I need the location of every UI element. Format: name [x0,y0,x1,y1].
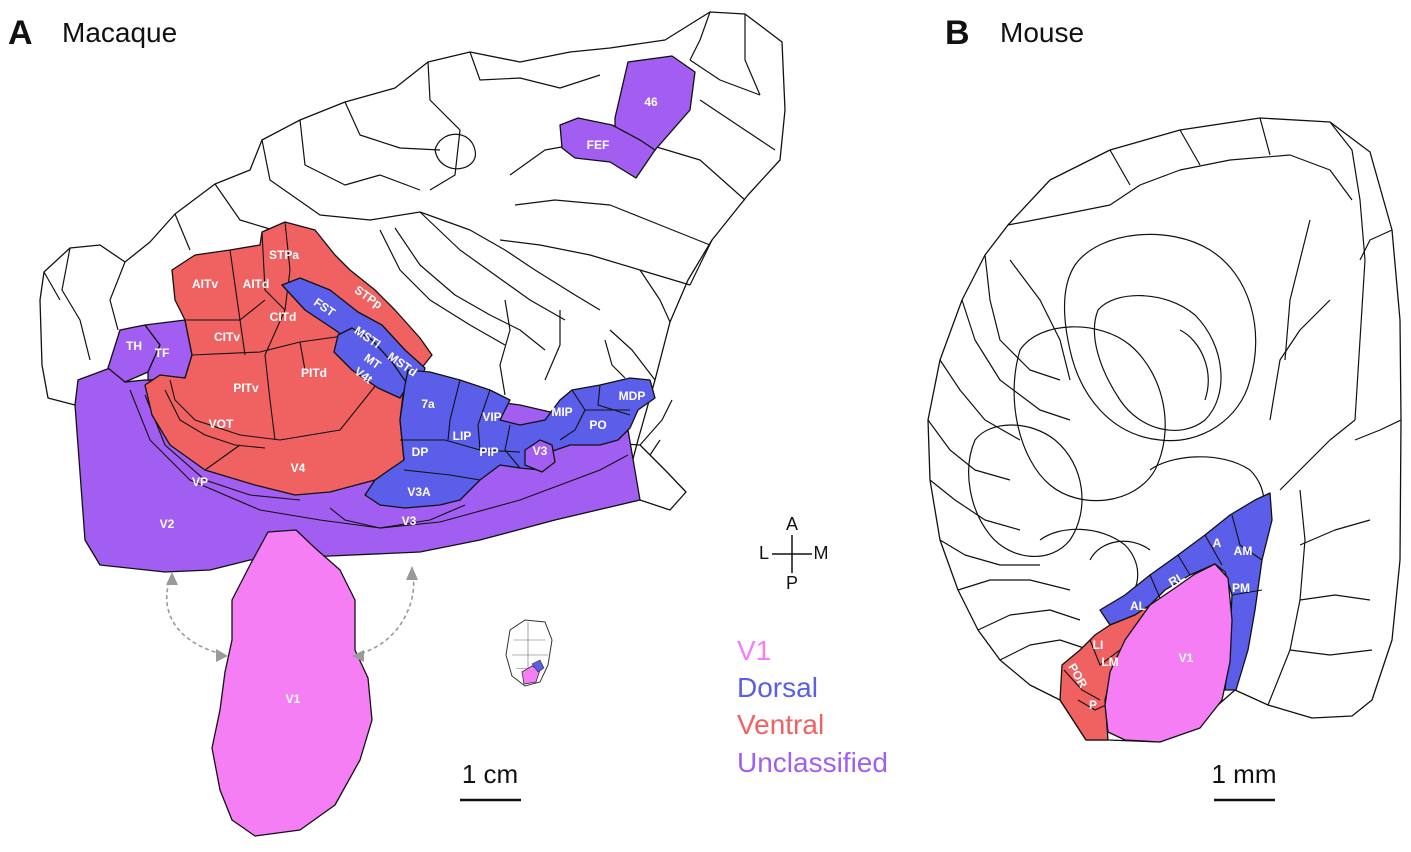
label-7a: 7a [421,397,435,411]
area-v3-upper [524,439,556,473]
label-v3-upper: V3 [533,444,548,458]
arrowhead-left-top [166,572,178,585]
panel-a-title: Macaque [62,17,177,48]
label-v4: V4 [291,461,306,475]
label-vip: VIP [482,410,501,424]
legend-unclassified: Unclassified [737,747,888,778]
orientation-compass: A P L M [759,514,829,593]
mouse-dorsal-band [1099,492,1273,691]
arrowhead-right-top [406,566,418,580]
label-pitd: PITd [301,366,327,380]
label-pip: PIP [479,445,498,459]
label-lip: LIP [453,429,472,443]
compass-anterior: A [786,514,798,534]
label-al: AL [1130,599,1146,613]
label-a: A [1213,536,1222,550]
label-citv: CITv [214,330,240,344]
label-rl: RL [1166,569,1187,589]
compass-posterior: P [786,573,798,593]
label-po: PO [589,418,606,432]
label-li: LI [1093,638,1104,652]
label-p: P [1089,698,1097,712]
label-tf: TF [155,346,170,360]
label-fef: FEF [587,138,610,152]
label-v1-macaque: V1 [286,692,301,706]
mouse-dorsal-borders [1149,514,1263,599]
label-dp: DP [412,445,429,459]
label-vot: VOT [209,417,234,431]
label-lm: LM [1101,655,1118,669]
area-v1-mouse [1104,563,1233,743]
label-pm: PM [1232,581,1250,595]
compass-lateral: L [759,543,769,563]
panel-b-letter: B [945,14,970,52]
panel-a-letter: A [8,14,33,52]
legend-v1: V1 [737,635,771,666]
legend: V1 Dorsal Ventral Unclassified [737,635,888,778]
mouse-ventral-borders [1063,639,1121,711]
legend-ventral: Ventral [737,709,824,740]
label-aitv: AITv [192,277,218,291]
label-citd: CITd [270,310,297,324]
macaque-sulcal-lines [43,11,776,456]
legend-dorsal: Dorsal [737,672,818,703]
panel-b-title: Mouse [1000,17,1084,48]
label-stpa: STPa [269,248,299,262]
label-v2: V2 [160,517,175,531]
label-am: AM [1234,544,1253,558]
arrow-left [165,574,226,656]
label-mdp: MDP [619,389,646,403]
label-aitd: AITd [243,277,270,291]
panel-b: B Mouse [927,14,1402,802]
label-v3a: V3A [407,485,431,499]
arrowhead-right-bottom [352,650,364,662]
mouse-area-lines [927,117,1402,706]
label-v1-mouse: V1 [1179,651,1194,665]
macaque-scale-label: 1 cm [462,759,518,789]
area-fef [559,117,656,179]
arrowhead-left-bottom [216,649,228,662]
dorsal-borders [400,379,631,481]
mouse-scale-label: 1 mm [1212,759,1277,789]
area-v1-macaque [211,529,373,837]
label-mip: MIP [551,405,572,419]
mini-brain-icon [505,619,553,687]
label-v3: V3 [402,514,417,528]
arrow-right [354,567,415,656]
label-46: 46 [644,95,658,109]
ventral-borders [164,221,381,471]
compass-medial: M [814,543,829,563]
label-th: TH [126,339,142,353]
label-pitv: PITv [233,381,259,395]
label-vp: VP [192,475,208,489]
panel-a: A Macaque [8,11,786,837]
